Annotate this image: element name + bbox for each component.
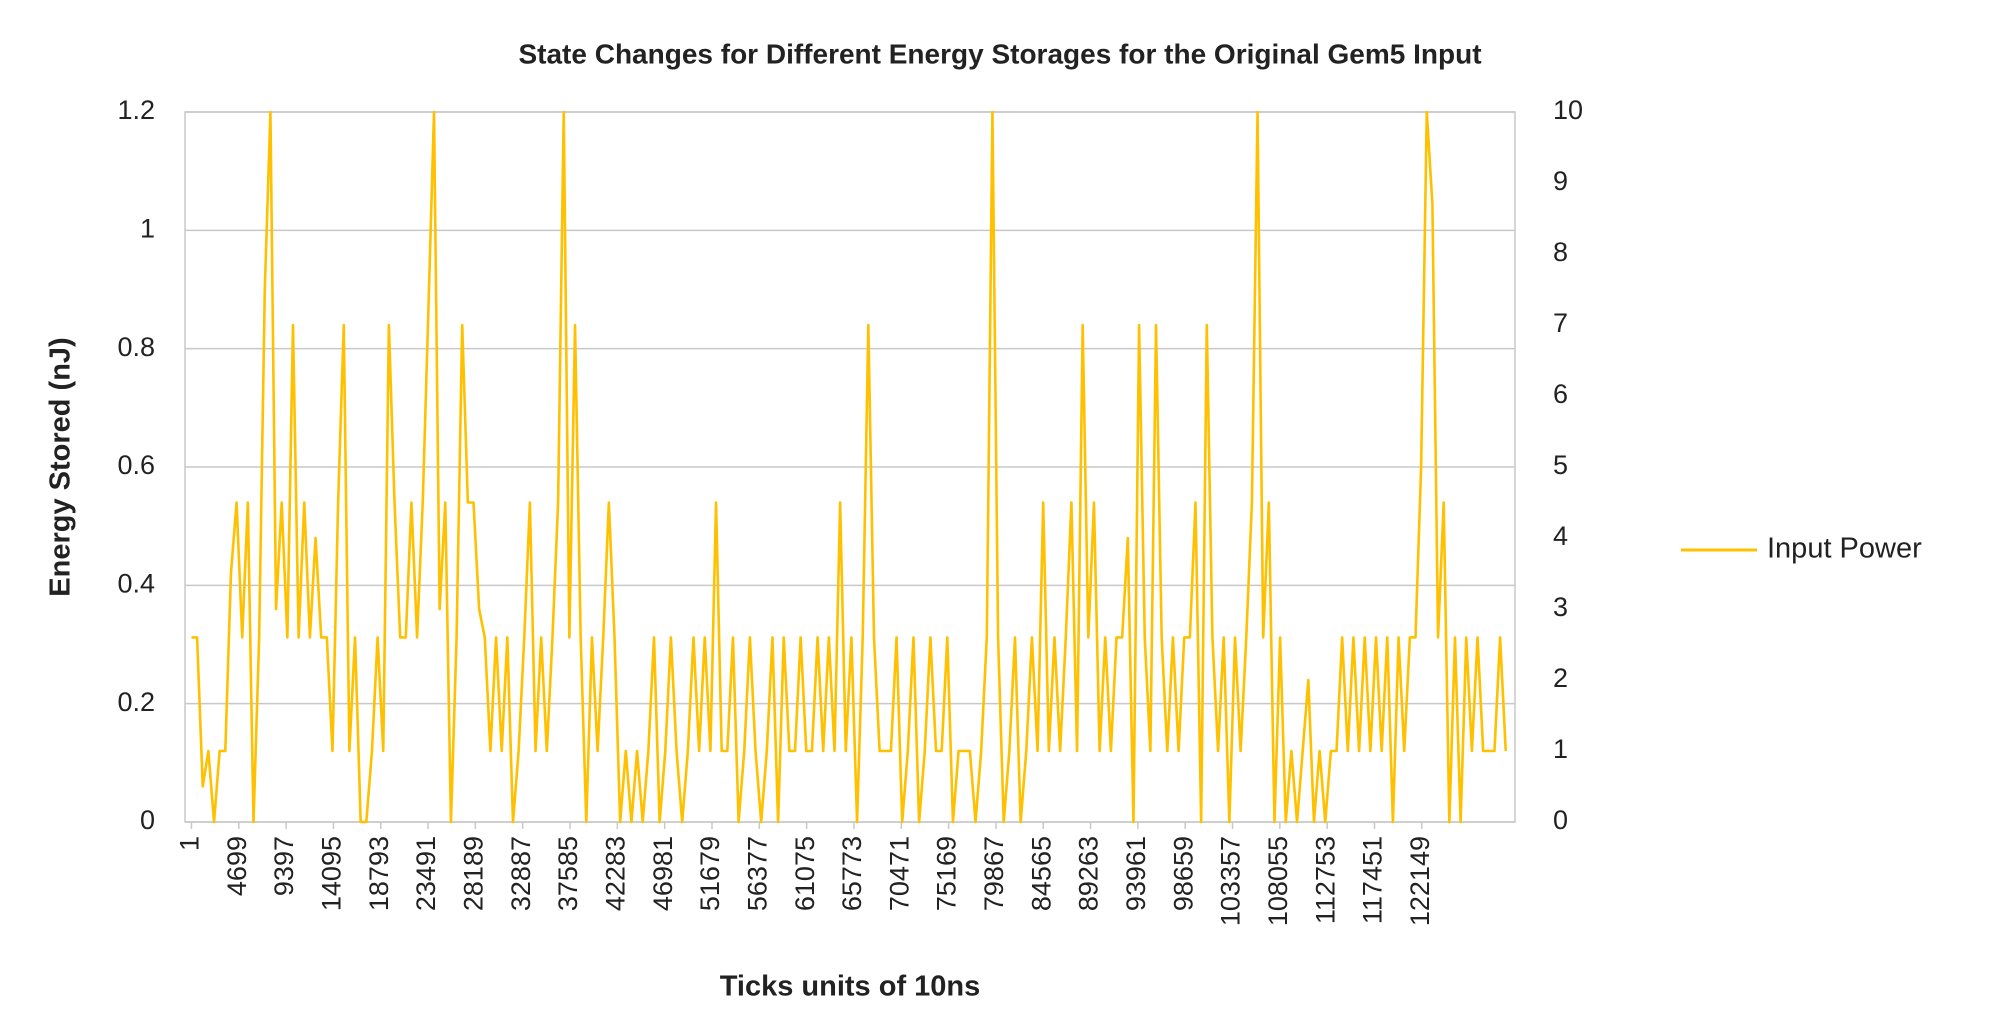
x-tick-label: 4699 — [222, 836, 252, 896]
x-tick-label: 46981 — [648, 836, 678, 911]
y-tick-label: 0.6 — [117, 450, 155, 480]
y2-tick-label: 6 — [1553, 379, 1568, 409]
y2-tick-label: 0 — [1553, 805, 1568, 835]
data-line — [191, 110, 1508, 824]
y-tick-label: 1 — [140, 213, 155, 243]
y2-tick-label: 9 — [1553, 166, 1568, 196]
y2-tick-label: 7 — [1553, 308, 1568, 338]
x-tick-label: 108055 — [1263, 836, 1293, 926]
x-tick-label: 84565 — [1026, 836, 1056, 911]
y2-tick-label: 8 — [1553, 237, 1568, 267]
y-tick-label: 1.2 — [117, 95, 155, 125]
x-tick-label: 14095 — [317, 836, 347, 911]
x-tick-label: 117451 — [1358, 836, 1388, 924]
x-tick-label: 56377 — [742, 836, 772, 911]
x-tick-label: 61075 — [790, 836, 820, 911]
x-tick-label: 51679 — [695, 836, 725, 911]
y2-tick-label: 3 — [1553, 592, 1568, 622]
x-tick-label: 122149 — [1405, 836, 1435, 926]
x-tick-label: 42283 — [600, 836, 630, 911]
x-axis-title: Ticks units of 10ns — [720, 971, 981, 1003]
x-tick-label: 103357 — [1216, 836, 1246, 926]
x-tick-label: 23491 — [411, 836, 441, 911]
x-tick-label: 65773 — [837, 836, 867, 911]
x-tick-label: 18793 — [364, 836, 394, 911]
x-tick-label: 112753 — [1310, 836, 1340, 924]
x-tick-label: 28189 — [459, 836, 489, 911]
x-tick-label: 32887 — [506, 836, 536, 911]
y-tick-label: 0.4 — [117, 568, 155, 598]
y2-tick-label: 4 — [1553, 521, 1568, 551]
y2-tick-label: 10 — [1553, 95, 1583, 125]
x-tick-label: 1 — [175, 836, 205, 851]
x-tick-label: 98659 — [1168, 836, 1198, 911]
y2-tick-label: 2 — [1553, 663, 1568, 693]
y-tick-label: 0.8 — [117, 332, 155, 362]
x-tick-label: 93961 — [1121, 836, 1151, 911]
x-tick-label: 9397 — [269, 836, 299, 896]
chart-title: State Changes for Different Energy Stora… — [518, 38, 1481, 69]
y2-tick-label: 1 — [1553, 734, 1568, 764]
x-tick-label: 79867 — [979, 836, 1009, 911]
legend-label: Input Power — [1767, 533, 1922, 565]
x-tick-label: 89263 — [1074, 836, 1104, 911]
x-tick-label: 75169 — [932, 836, 962, 911]
y-tick-label: 0.2 — [117, 687, 155, 717]
x-tick-label: 70471 — [884, 836, 914, 911]
y2-tick-label: 5 — [1553, 450, 1568, 480]
y-axis-title: Energy Stored (nJ) — [45, 337, 77, 596]
plot-frame — [184, 111, 1516, 823]
y-tick-label: 0 — [140, 805, 155, 835]
x-tick-label: 37585 — [553, 836, 583, 911]
